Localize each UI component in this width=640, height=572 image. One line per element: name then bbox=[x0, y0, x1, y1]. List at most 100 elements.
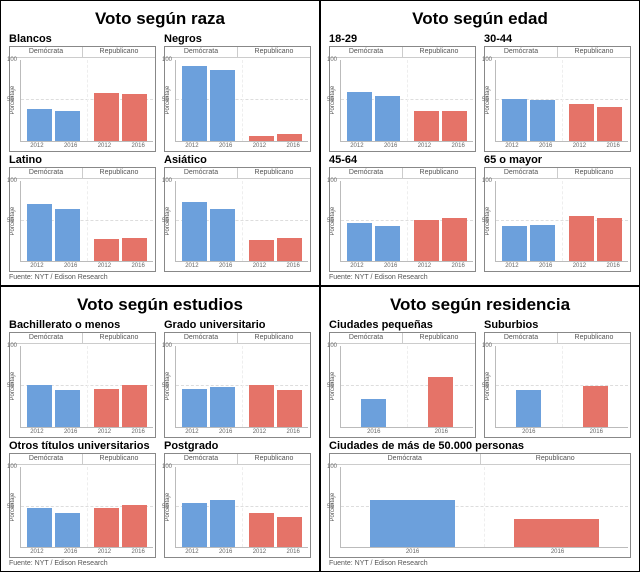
x-tick-label: 2012 bbox=[175, 142, 209, 151]
x-ticks: 2012201620122016 bbox=[340, 142, 475, 151]
chart-panel: PostgradoDemócrataRepublicanoPorcentaje5… bbox=[164, 440, 311, 559]
x-tick-label: 2012 bbox=[340, 262, 374, 271]
x-tick-label: 2012 bbox=[495, 262, 529, 271]
bar-group-dem bbox=[176, 181, 243, 262]
chart-legend: DemócrataRepublicano bbox=[10, 47, 155, 58]
legend-rep: Republicano bbox=[558, 333, 630, 343]
chart-panel: SuburbiosDemócrataRepublicanoPorcentaje5… bbox=[484, 319, 631, 438]
chart-legend: DemócrataRepublicano bbox=[330, 168, 475, 179]
panel-title: Asiático bbox=[164, 154, 311, 166]
rep-bar bbox=[442, 111, 467, 141]
dem-bar bbox=[530, 225, 555, 261]
legend-rep: Republicano bbox=[83, 47, 155, 57]
dem-bar bbox=[347, 223, 372, 261]
x-tick-label: 2012 bbox=[20, 142, 54, 151]
dem-bar bbox=[182, 66, 207, 141]
plot-area: 50100 bbox=[175, 467, 308, 549]
x-ticks: 2012201620122016 bbox=[175, 548, 310, 557]
rep-bar bbox=[277, 134, 302, 140]
mini-chart: DemócrataRepublicanoPorcentaje5010020122… bbox=[164, 46, 311, 152]
x-tick-label: 2016 bbox=[54, 142, 88, 151]
chart-panel: AsiáticoDemócrataRepublicanoPorcentaje50… bbox=[164, 154, 311, 273]
legend-dem: Demócrata bbox=[330, 47, 403, 57]
legend-rep: Republicano bbox=[83, 168, 155, 178]
bar-group-rep bbox=[88, 346, 154, 427]
x-ticks: 2012201620122016 bbox=[20, 548, 155, 557]
chart-legend: DemócrataRepublicano bbox=[485, 47, 630, 58]
bar-group-dem bbox=[21, 181, 88, 262]
bar-group-rep bbox=[243, 60, 309, 141]
x-tick-label: 2016 bbox=[276, 548, 310, 557]
panel-title: 30-44 bbox=[484, 33, 631, 45]
quadrant-title: Voto según edad bbox=[329, 9, 631, 29]
x-tick-label: 2016 bbox=[529, 262, 563, 271]
chart-panel: 18-29DemócrataRepublicanoPorcentaje50100… bbox=[329, 33, 476, 152]
panel-title: 45-64 bbox=[329, 154, 476, 166]
rep-bar bbox=[597, 107, 622, 141]
bar-group-rep bbox=[88, 467, 154, 548]
x-tick-label: 2012 bbox=[340, 142, 374, 151]
mini-chart: DemócrataRepublicanoPorcentaje5010020162… bbox=[329, 332, 476, 438]
quadrant: Voto según edad 18-29DemócrataRepublicano… bbox=[320, 0, 640, 286]
rep-bar bbox=[428, 377, 453, 427]
bar-group-dem bbox=[341, 467, 485, 548]
chart-legend: DemócrataRepublicano bbox=[485, 333, 630, 344]
mini-chart: DemócrataRepublicanoPorcentaje5010020122… bbox=[164, 453, 311, 559]
rep-bar bbox=[94, 389, 119, 427]
x-ticks: 2012201620122016 bbox=[340, 262, 475, 271]
panel-title: Otros títulos universitarios bbox=[9, 440, 156, 452]
plot-area: 50100 bbox=[175, 60, 308, 142]
rep-bar bbox=[122, 94, 147, 141]
rep-bar bbox=[249, 240, 274, 261]
chart-legend: DemócrataRepublicano bbox=[485, 168, 630, 179]
bar-group-dem bbox=[21, 346, 88, 427]
x-ticks: 20162016 bbox=[340, 428, 475, 437]
plot-area: 50100 bbox=[20, 467, 153, 549]
plot-area: 50100 bbox=[340, 60, 473, 142]
x-tick-label: 2012 bbox=[20, 262, 54, 271]
panel-title: Suburbios bbox=[484, 319, 631, 331]
x-ticks: 2012201620122016 bbox=[495, 262, 630, 271]
x-ticks: 2012201620122016 bbox=[175, 428, 310, 437]
dem-bar bbox=[55, 390, 80, 426]
x-ticks: 2012201620122016 bbox=[20, 262, 155, 271]
bar-group-dem bbox=[176, 467, 243, 548]
chart-legend: DemócrataRepublicano bbox=[330, 454, 630, 465]
chart-panel: Ciudades de más de 50.000 personasDemócr… bbox=[329, 440, 631, 559]
dem-bar bbox=[502, 226, 527, 261]
legend-dem: Demócrata bbox=[10, 168, 83, 178]
panel-title: Postgrado bbox=[164, 440, 311, 452]
quadrant: Voto según residenciaCiudades pequeñasDe… bbox=[320, 286, 640, 572]
x-tick-label: 2012 bbox=[563, 262, 597, 271]
x-tick-label: 2016 bbox=[209, 142, 243, 151]
chart-legend: DemócrataRepublicano bbox=[10, 333, 155, 344]
panel-title: Ciudades pequeñas bbox=[329, 319, 476, 331]
chart-legend: DemócrataRepublicano bbox=[165, 454, 310, 465]
chart-legend: DemócrataRepublicano bbox=[165, 333, 310, 344]
bar-group-dem bbox=[341, 60, 408, 141]
x-ticks: 2012201620122016 bbox=[20, 428, 155, 437]
x-tick-label: 2012 bbox=[563, 142, 597, 151]
x-tick-label: 2016 bbox=[529, 142, 563, 151]
dashboard-grid: Voto según razaBlancosDemócrataRepublica… bbox=[0, 0, 640, 572]
rep-bar bbox=[442, 218, 467, 261]
mini-chart: DemócrataRepublicanoPorcentaje5010020162… bbox=[484, 332, 631, 438]
dem-bar bbox=[182, 503, 207, 547]
rep-bar bbox=[597, 218, 622, 261]
chart-panel: Ciudades pequeñasDemócrataRepublicanoPor… bbox=[329, 319, 476, 438]
chart-panel: Grado universitarioDemócrataRepublicanoP… bbox=[164, 319, 311, 438]
x-tick-label: 2016 bbox=[340, 428, 408, 437]
bar-group-rep bbox=[408, 60, 474, 141]
rep-bar bbox=[94, 239, 119, 261]
rep-bar bbox=[94, 508, 119, 547]
dem-bar bbox=[27, 385, 52, 426]
plot-area: 50100 bbox=[20, 181, 153, 263]
chart-panel: 45-64DemócrataRepublicanoPorcentaje50100… bbox=[329, 154, 476, 273]
panel-title: Blancos bbox=[9, 33, 156, 45]
quadrant-title: Voto según residencia bbox=[329, 295, 631, 315]
dem-bar bbox=[210, 387, 235, 426]
x-tick-label: 2012 bbox=[495, 142, 529, 151]
rep-bar bbox=[249, 136, 274, 141]
x-tick-label: 2012 bbox=[243, 428, 277, 437]
x-tick-label: 2016 bbox=[276, 142, 310, 151]
